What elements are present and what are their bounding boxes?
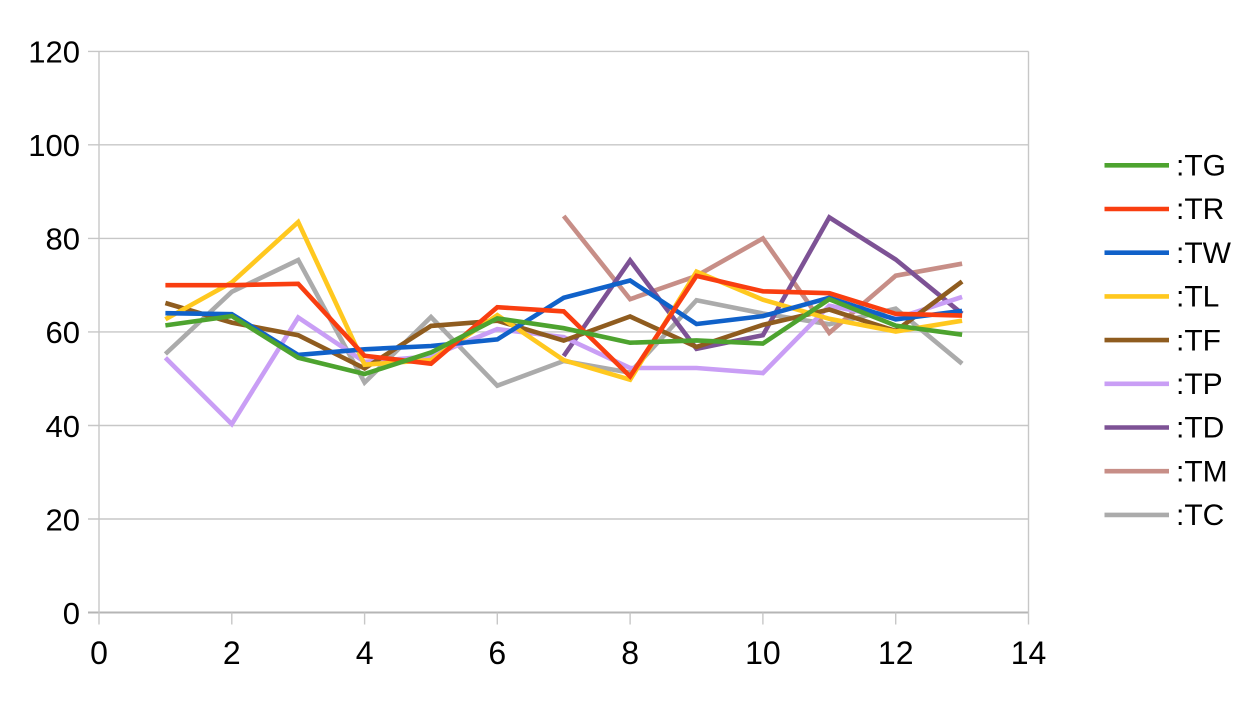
svg-text::TF: :TF [1176,324,1221,357]
svg-text:60: 60 [46,315,80,350]
svg-text:100: 100 [28,128,80,163]
svg-text:8: 8 [621,635,639,671]
svg-text:4: 4 [356,635,374,671]
svg-text:2: 2 [223,635,241,671]
svg-text::TM: :TM [1176,455,1228,488]
svg-text::TG: :TG [1176,150,1226,183]
svg-text::TD: :TD [1176,412,1224,445]
svg-text::TP: :TP [1176,368,1223,401]
svg-text:10: 10 [745,635,781,671]
svg-text::TL: :TL [1176,281,1219,314]
svg-text:14: 14 [1011,635,1047,671]
svg-text:20: 20 [46,502,80,537]
svg-text:12: 12 [878,635,914,671]
svg-text::TW: :TW [1176,237,1232,270]
svg-text:0: 0 [63,596,80,631]
svg-text::TC: :TC [1176,499,1224,532]
svg-text::TR: :TR [1176,193,1224,226]
svg-text:6: 6 [488,635,506,671]
svg-text:120: 120 [28,35,80,70]
svg-text:40: 40 [46,409,80,444]
svg-text:80: 80 [46,222,80,257]
svg-text:0: 0 [90,635,108,671]
